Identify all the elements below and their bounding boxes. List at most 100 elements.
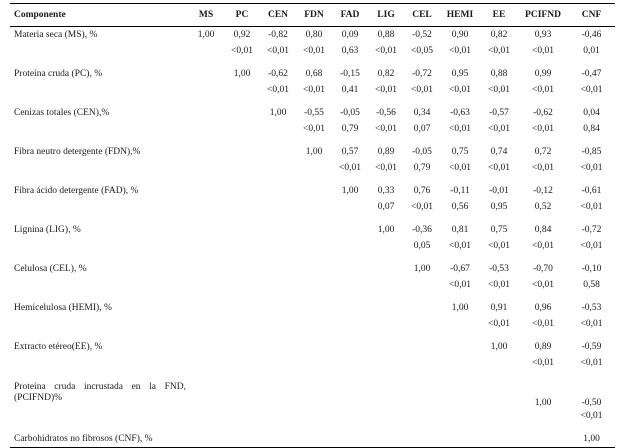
p-value (188, 355, 224, 371)
correlation-value: -0,15 (340, 69, 360, 79)
column-header-pc: PC (224, 3, 260, 27)
p-value-row: 0,07 <0,01 0,56 0,95 0,52 <0,01 (10, 199, 615, 215)
p-value: <0,01 (339, 163, 361, 173)
correlation-value (440, 378, 480, 408)
spacer-cell (10, 137, 615, 144)
correlation-value: -0,01 (489, 186, 509, 196)
spacer-cell (10, 254, 615, 261)
correlation-value: 0,34 (413, 108, 431, 118)
p-value (296, 355, 332, 371)
p-value (480, 408, 518, 424)
correlation-value: 0,88 (490, 69, 508, 79)
correlation-value (188, 183, 224, 199)
row-spacer (10, 424, 615, 431)
correlation-value: -0,62 (533, 108, 553, 118)
correlation-value: 0,74 (490, 147, 508, 157)
correlation-table: Componente MS PC CEN FDN FAD LIG CEL HEMI EE PCIFN… (10, 3, 615, 448)
correlation-value: 0,90 (451, 30, 469, 40)
p-value (296, 238, 332, 254)
row-spacer (10, 215, 615, 222)
p-value (260, 277, 296, 293)
empty-cell (10, 43, 188, 59)
correlation-value: 1,00 (490, 342, 508, 352)
table-row: Carbohidratos no fibrosos (CNF), % 1,00 (10, 431, 615, 448)
p-value (368, 238, 404, 254)
row-label: Proteína cruda incrustada en la FND, (PC… (14, 382, 186, 403)
p-value: <0,01 (231, 46, 253, 56)
table-row: Proteína cruda (PC), % 1,00 -0,62 0,68 -0,15… (10, 66, 615, 82)
correlation-value: -0,05 (340, 108, 360, 118)
correlation-value: 1,00 (233, 69, 251, 79)
correlation-value: 1,00 (568, 431, 615, 448)
p-value (224, 277, 260, 293)
correlation-value (368, 378, 404, 408)
table-row: Fibra ácido detergente (FAD), % 1,00 0,33 0… (10, 183, 615, 199)
correlation-value (440, 339, 480, 355)
correlation-value: -0,11 (450, 186, 470, 196)
empty-cell (10, 160, 188, 176)
correlation-value (188, 144, 224, 160)
correlation-value: -0,50 (581, 398, 602, 408)
p-value: 0,52 (534, 202, 552, 212)
p-value (332, 238, 368, 254)
p-value-row: <0,01 <0,01 <0,01 (10, 316, 615, 332)
p-value: <0,01 (488, 280, 510, 290)
correlation-value (404, 378, 440, 408)
p-value: <0,01 (580, 358, 603, 368)
p-value: <0,01 (267, 85, 289, 95)
column-header-fad: FAD (332, 3, 368, 27)
correlation-value (296, 378, 332, 408)
correlation-value (332, 222, 368, 238)
p-value (440, 408, 480, 424)
correlation-value (368, 261, 404, 277)
correlation-value: -0,53 (581, 303, 602, 313)
correlation-value: 0,84 (534, 225, 552, 235)
correlation-value: -0,59 (581, 342, 602, 352)
p-value (260, 355, 296, 371)
empty-cell (10, 277, 188, 293)
correlation-value: -0,72 (581, 225, 602, 235)
correlation-value: 0,91 (490, 303, 508, 313)
p-value: 0,79 (413, 163, 431, 173)
spacer-cell (10, 371, 615, 378)
p-value (260, 160, 296, 176)
p-value-row: 0,05 <0,01 <0,01 <0,01 <0,01 (10, 238, 615, 254)
correlation-value: -0,63 (450, 108, 470, 118)
correlation-value: 0,88 (377, 30, 395, 40)
correlation-value: -0,12 (533, 186, 553, 196)
correlation-value: 0,99 (534, 69, 552, 79)
correlation-value (440, 431, 480, 448)
correlation-value (296, 339, 332, 355)
correlation-value (188, 261, 224, 277)
correlation-value (404, 300, 440, 316)
p-value: <0,01 (411, 202, 433, 212)
empty-cell (10, 316, 188, 332)
p-value (188, 316, 224, 332)
correlation-value: 0,75 (490, 225, 508, 235)
column-header-cel: CEL (404, 3, 440, 27)
correlation-value: 0,92 (233, 30, 251, 40)
p-value: <0,05 (411, 46, 433, 56)
row-label: Proteína cruda (PC), % (14, 68, 103, 79)
p-value: <0,01 (449, 163, 471, 173)
correlation-value (224, 222, 260, 238)
correlation-value: -0,67 (450, 264, 470, 274)
correlation-value (224, 339, 260, 355)
p-value: <0,01 (411, 85, 433, 95)
row-spacer (10, 332, 615, 339)
column-header-ee: EE (480, 3, 518, 27)
correlation-value (224, 300, 260, 316)
p-value: <0,01 (532, 163, 554, 173)
p-value (332, 408, 368, 424)
p-value: 0,63 (341, 46, 359, 56)
p-value: <0,01 (580, 319, 603, 329)
correlation-value: 1,00 (269, 108, 287, 118)
p-value: 0,84 (583, 124, 600, 134)
p-value (260, 408, 296, 424)
p-value (332, 355, 368, 371)
correlation-value (296, 300, 332, 316)
correlation-value: 0,95 (451, 69, 469, 79)
p-value: <0,01 (532, 85, 554, 95)
correlation-value: 1,00 (413, 264, 431, 274)
p-value: 0,58 (583, 280, 600, 290)
